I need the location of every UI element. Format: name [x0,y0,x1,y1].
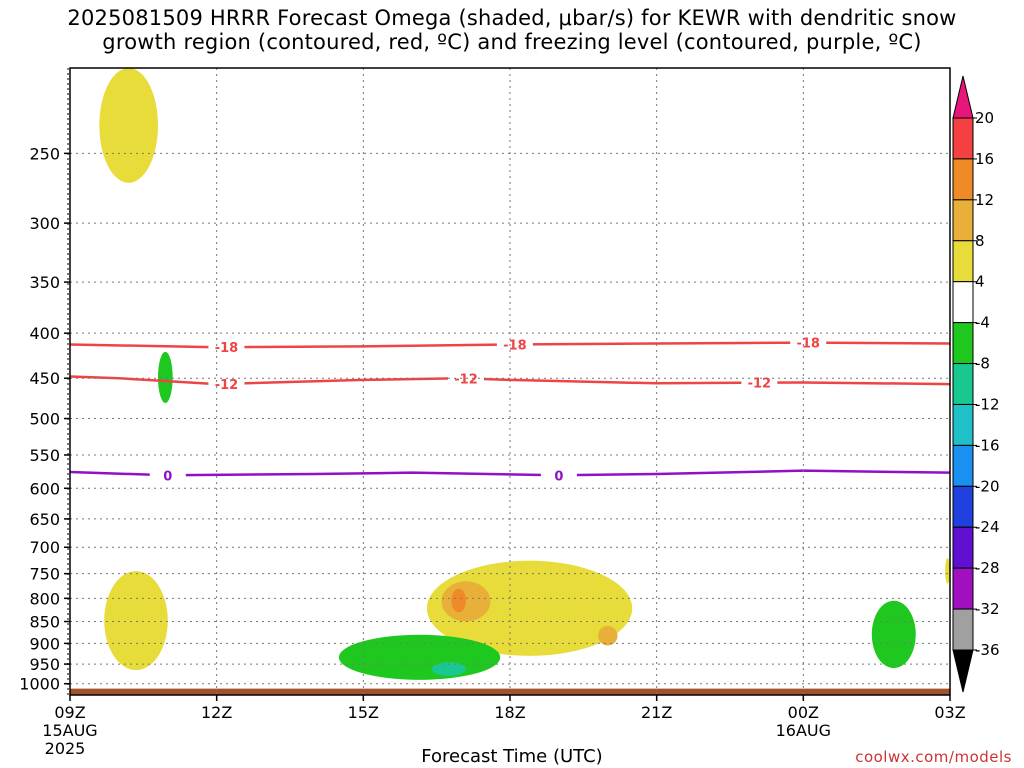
title-line-1: 2025081509 HRRR Forecast Omega (shaded, … [67,6,957,30]
colorbar-label--4: -4 [975,314,990,332]
colorbar-label--36: -36 [975,641,1000,659]
omega-region-10 [945,558,950,584]
y-tick-label-950: 950 [29,655,60,674]
colorbar-down-triangle-icon [952,649,974,693]
y-tick-label-450: 450 [29,369,60,388]
omega-region-0 [99,68,158,183]
omega-region-4 [441,581,491,622]
contour-label-bg [208,339,245,356]
y-tick-label-550: 550 [29,446,60,465]
colorbar-swatch [952,485,974,528]
y-tick-label-650: 650 [29,510,60,529]
y-tick-label-900: 900 [29,634,60,653]
x-tick-label-15Z: 15Z [348,703,379,722]
colorbar-swatch [952,444,974,487]
omega-region-1 [104,571,168,671]
y-tick-label-400: 400 [29,324,60,343]
x-tick-sublabel-date: 15AUG [42,721,97,740]
omega-region-8 [431,662,466,676]
contour-label-bg [496,336,533,353]
colorbar-swatch [952,567,974,610]
contour-label--18: -18 [215,341,239,356]
omega-region-9 [871,600,916,669]
y-tick-label-850: 850 [29,613,60,632]
colorbar-label--16: -16 [975,436,1000,454]
colorbar-label--12: -12 [975,395,1000,413]
contour-line-0 [70,469,950,477]
colorbar-label-16: 16 [975,150,994,168]
title-line-2: growth region (contoured, red, ºC) and f… [102,30,922,54]
contour-label-bg [540,467,577,484]
y-tick-label-250: 250 [29,144,60,163]
x-tick-label-18Z: 18Z [494,703,525,722]
colorbar-label--28: -28 [975,559,1000,577]
colorbar-swatch [952,403,974,446]
colorbar-label--8: -8 [975,355,990,373]
contour-label-bg [790,334,827,351]
x-tick-label-03Z: 03Z [934,703,965,722]
colorbar-label--24: -24 [975,518,1000,536]
y-tick-label-350: 350 [29,273,60,292]
contour-label--12: -12 [454,372,478,387]
colorbar-label-8: 8 [975,232,985,250]
colorbar-swatch [952,240,974,283]
contour-label-bg [741,374,778,391]
omega-region-2 [158,351,173,403]
x-tick-label-09Z: 09Z [54,703,85,722]
x-tick-label-00Z: 00Z [788,703,819,722]
colorbar-label--32: -32 [975,600,1000,618]
y-tick-label-750: 750 [29,565,60,584]
x-tick-label-12Z: 12Z [201,703,232,722]
colorbar-swatch [952,608,974,651]
omega-region-5 [451,588,466,613]
contour-label--18: -18 [796,337,820,352]
credit-link[interactable]: coolwx.com/models [855,748,1012,766]
y-tick-label-1000: 1000 [19,675,60,694]
colorbar-swatch [952,322,974,365]
colorbar-swatch [952,281,974,324]
y-tick-label-700: 700 [29,538,60,557]
x-tick-sublabel-year: 2025 [45,739,86,758]
colorbar-swatch [952,158,974,201]
contour-label-0: 0 [163,469,172,484]
contour-label-bg [208,375,245,392]
colorbar-up-triangle-icon [952,75,974,119]
colorbar-label-4: 4 [975,273,985,291]
y-tick-label-600: 600 [29,479,60,498]
colorbar: 20 16 12 8 4 -4 -8 -12 -16 -20 -24 -28 -32 -36 [952,75,1000,693]
contour-label--18: -18 [503,338,527,353]
colorbar-label--20: -20 [975,477,1000,495]
terrain-band [70,688,950,695]
colorbar-label-12: 12 [975,191,994,209]
contour-label-0: 0 [554,469,563,484]
x-tick-label-21Z: 21Z [641,703,672,722]
y-tick-label-500: 500 [29,410,60,429]
colorbar-swatch [952,117,974,160]
contour-label-bg [149,467,186,484]
grid-lines [70,68,950,695]
chart-title: 2025081509 HRRR Forecast Omega (shaded, … [0,6,1024,54]
y-tick-label-300: 300 [29,214,60,233]
colorbar-swatch [952,526,974,569]
x-axis-label: Forecast Time (UTC) [421,746,603,767]
x-tick-sublabel-date: 16AUG [776,721,831,740]
omega-region-6 [598,625,618,646]
colorbar-swatch [952,363,974,405]
contour-label--12: -12 [748,377,772,392]
contour-label--12: -12 [215,378,239,393]
y-tick-label-800: 800 [29,589,60,608]
plot-area: -18 -18 -18 -12 -12 -12 0 0 [70,68,950,695]
colorbar-swatch [952,199,974,242]
colorbar-label-20: 20 [975,109,994,127]
